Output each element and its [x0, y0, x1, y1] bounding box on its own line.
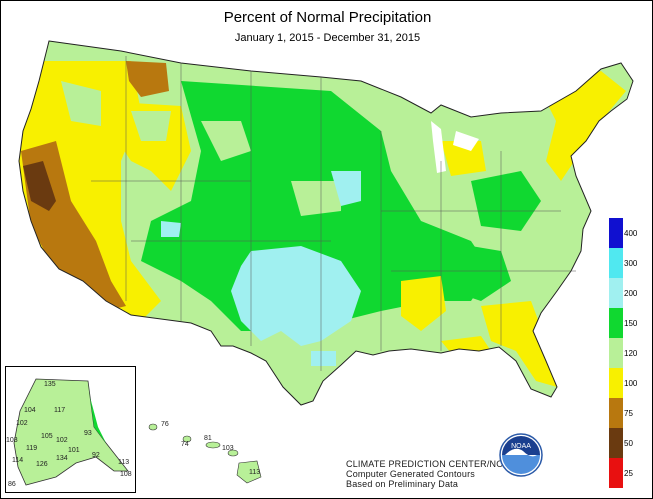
hi-label: 103: [222, 445, 234, 452]
noaa-logo-icon: NOAA: [499, 433, 543, 477]
ak-label: 108: [120, 471, 132, 478]
ak-label: 101: [68, 447, 80, 454]
legend-label: 50: [624, 439, 633, 448]
legend-swatch: [609, 458, 623, 488]
legend-swatch: [609, 338, 623, 368]
hi-label: 113: [249, 469, 261, 476]
hi-label: 74: [181, 441, 189, 448]
ak-label: 102: [56, 437, 68, 444]
hi-label: 76: [161, 421, 169, 428]
ak-label: 113: [118, 459, 130, 466]
legend-label: 200: [624, 289, 638, 298]
legend: 400 300 200 150 120 100 75 50 25: [609, 218, 649, 490]
legend-label: 75: [624, 409, 633, 418]
credit-line-3: Based on Preliminary Data: [346, 479, 459, 489]
ak-label: 92: [92, 452, 100, 459]
legend-label: 400: [624, 229, 638, 238]
ak-label: 86: [8, 481, 16, 488]
legend-swatch: [609, 248, 623, 278]
legend-swatch: [609, 398, 623, 428]
ak-label: 119: [26, 445, 38, 452]
legend-label: 150: [624, 319, 638, 328]
ak-label: 135: [44, 381, 56, 388]
credit-line-2: Computer Generated Contours: [346, 469, 475, 479]
legend-swatch: [609, 368, 623, 398]
legend-label: 100: [624, 379, 638, 388]
alaska-inset: 135 117 104 102 103 105 93 119 102 114 1…: [5, 366, 136, 493]
state-lines: [91, 56, 576, 371]
credit-line-1: CLIMATE PREDICTION CENTER/NOAA: [346, 459, 516, 469]
ak-label: 104: [24, 407, 36, 414]
legend-label: 300: [624, 259, 638, 268]
legend-swatch: [609, 308, 623, 338]
hi-label: 81: [204, 435, 212, 442]
legend-swatch: [609, 428, 623, 458]
alaska-map: [13, 378, 129, 486]
legend-label: 25: [624, 469, 633, 478]
ak-label: 126: [36, 461, 48, 468]
ak-label: 134: [56, 455, 68, 462]
ak-label: 105: [41, 433, 53, 440]
ak-label: 114: [12, 457, 24, 464]
legend-swatch: [609, 278, 623, 308]
hawaii-islands: [148, 423, 262, 484]
map-title: Percent of Normal Precipitation: [223, 9, 432, 26]
legend-label: 120: [624, 349, 638, 358]
ak-label: 93: [84, 430, 92, 437]
noaa-logo-text: NOAA: [511, 443, 531, 450]
legend-swatch: [609, 218, 623, 248]
ak-label: 102: [16, 420, 28, 427]
ak-label: 117: [54, 407, 66, 414]
ak-label: 103: [6, 437, 18, 444]
map-subtitle: January 1, 2015 - December 31, 2015: [234, 32, 421, 44]
